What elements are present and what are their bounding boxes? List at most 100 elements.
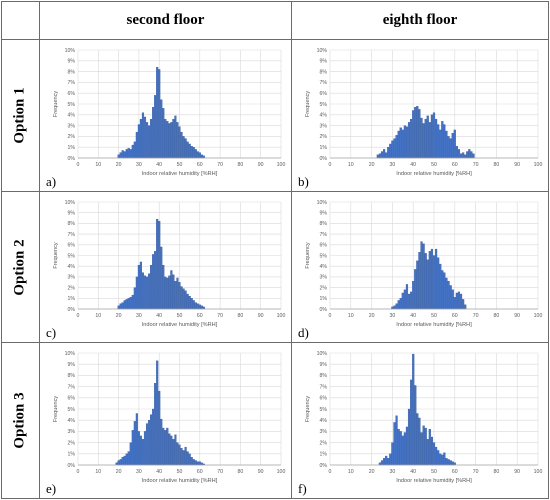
chart-panel-a: 0% 1% 2% 3% 4% 5% 6% 7% 8% 9% 10% 0 10 20 30 40 50 60 70 80… bbox=[39, 39, 292, 192]
x-tick-label: 90 bbox=[258, 469, 264, 475]
y-tick-label: 2% bbox=[68, 285, 76, 291]
y-tick-label: 9% bbox=[68, 211, 76, 217]
histogram-bar bbox=[420, 117, 423, 159]
y-tick-label: 3% bbox=[320, 275, 328, 281]
y-tick-label: 3% bbox=[68, 123, 76, 129]
x-tick-label: 10 bbox=[348, 313, 354, 319]
histogram-bar bbox=[170, 435, 173, 466]
x-tick-label: 80 bbox=[238, 162, 244, 168]
histogram-bar bbox=[410, 291, 413, 310]
x-tick-label: 20 bbox=[369, 313, 375, 319]
histogram-bar bbox=[399, 431, 402, 466]
x-tick-label: 100 bbox=[277, 313, 286, 319]
x-tick-label: 20 bbox=[116, 162, 122, 168]
x-tick-label: 20 bbox=[369, 162, 375, 168]
y-tick-label: 6% bbox=[320, 243, 328, 249]
histogram-bar bbox=[455, 292, 458, 310]
x-axis-title: Indoor relative humidity [%RH] bbox=[142, 322, 218, 328]
x-tick-label: 0 bbox=[77, 162, 80, 168]
histogram-bar bbox=[178, 126, 181, 159]
x-tick-label: 100 bbox=[534, 162, 543, 168]
panel-label: e) bbox=[46, 481, 56, 496]
histogram-bar bbox=[457, 149, 461, 159]
histogram-bar bbox=[405, 426, 409, 466]
histogram-bar bbox=[439, 129, 442, 159]
y-tick-label: 9% bbox=[320, 59, 328, 65]
x-tick-label: 30 bbox=[136, 469, 142, 475]
histogram-bar bbox=[166, 427, 169, 466]
histogram-bar bbox=[380, 151, 384, 159]
histogram-bar bbox=[141, 112, 145, 159]
histogram-bar bbox=[133, 141, 136, 159]
x-tick-label: 70 bbox=[473, 313, 479, 319]
y-tick-label: 3% bbox=[68, 275, 76, 281]
y-tick-label: 7% bbox=[320, 232, 328, 238]
histogram-bar bbox=[180, 131, 183, 159]
y-tick-label: 9% bbox=[320, 362, 328, 368]
panel-label: d) bbox=[298, 325, 309, 340]
histogram-bar bbox=[135, 131, 138, 159]
histogram-bar bbox=[391, 140, 394, 159]
histogram-bar bbox=[410, 379, 413, 466]
histogram-bar bbox=[432, 442, 436, 466]
histogram-bar bbox=[176, 122, 179, 159]
histogram-bar bbox=[401, 292, 404, 310]
histogram-bar bbox=[174, 281, 177, 310]
y-tick-label: 1% bbox=[320, 145, 328, 151]
histogram-bar bbox=[385, 455, 388, 466]
histogram-bar bbox=[432, 112, 436, 159]
histogram-bar bbox=[180, 286, 183, 310]
histogram-bar bbox=[422, 123, 425, 159]
histogram-bar bbox=[131, 294, 134, 310]
histogram-bar bbox=[426, 259, 429, 310]
histogram-bar bbox=[380, 460, 384, 466]
x-tick-label: 40 bbox=[410, 313, 416, 319]
x-tick-label: 0 bbox=[77, 313, 80, 319]
histogram-bar bbox=[395, 135, 398, 159]
histogram-bar bbox=[176, 277, 179, 310]
histogram-bar bbox=[397, 300, 400, 310]
y-tick-label: 2% bbox=[68, 134, 76, 140]
histogram-bar bbox=[447, 459, 450, 466]
histogram-bar bbox=[172, 274, 175, 310]
histogram-bar bbox=[387, 147, 390, 159]
chart-panel-b: 0% 1% 2% 3% 4% 5% 6% 7% 8% 9% 10% 0 10 20 30 40 50 60 70 80… bbox=[291, 39, 549, 192]
x-tick-label: 0 bbox=[329, 313, 332, 319]
histogram-bar bbox=[378, 153, 382, 159]
x-tick-label: 0 bbox=[329, 162, 332, 168]
row-header-option-2: Option 2 bbox=[1, 191, 40, 343]
histogram-bar bbox=[125, 299, 128, 310]
histogram-bar bbox=[178, 282, 181, 310]
histogram-bar bbox=[434, 118, 438, 159]
histogram-bar bbox=[387, 458, 390, 466]
x-tick-label: 30 bbox=[136, 313, 142, 319]
row-header-option-1: Option 1 bbox=[1, 39, 40, 192]
histogram-bar bbox=[196, 151, 199, 159]
panel-label: a) bbox=[46, 174, 56, 189]
y-tick-label: 8% bbox=[68, 221, 76, 227]
histogram-bar bbox=[182, 288, 185, 310]
histogram-bar bbox=[441, 454, 444, 466]
histogram-bar bbox=[150, 264, 153, 310]
x-tick-label: 10 bbox=[95, 469, 101, 475]
histogram-bar bbox=[397, 429, 400, 466]
histogram-bar bbox=[121, 457, 124, 466]
y-tick-label: 5% bbox=[68, 407, 76, 413]
x-tick-label: 20 bbox=[369, 469, 375, 475]
y-tick-label: 0% bbox=[68, 156, 76, 162]
histogram-bar bbox=[117, 460, 120, 466]
x-axis-title: Indoor relative humidity [%RH] bbox=[396, 322, 472, 328]
x-tick-label: 40 bbox=[410, 162, 416, 168]
y-axis-title: Frequency bbox=[305, 396, 311, 423]
histogram-bar bbox=[416, 260, 419, 310]
x-tick-label: 50 bbox=[431, 162, 437, 168]
histogram-bar bbox=[453, 129, 456, 159]
histogram-bar bbox=[445, 277, 448, 310]
x-tick-label: 70 bbox=[473, 162, 479, 168]
y-tick-label: 3% bbox=[320, 123, 328, 129]
histogram-bar bbox=[382, 149, 386, 159]
x-tick-label: 80 bbox=[494, 162, 500, 168]
histogram-bar bbox=[447, 136, 450, 159]
histogram-bar bbox=[162, 427, 165, 466]
histogram-bar bbox=[137, 264, 140, 310]
